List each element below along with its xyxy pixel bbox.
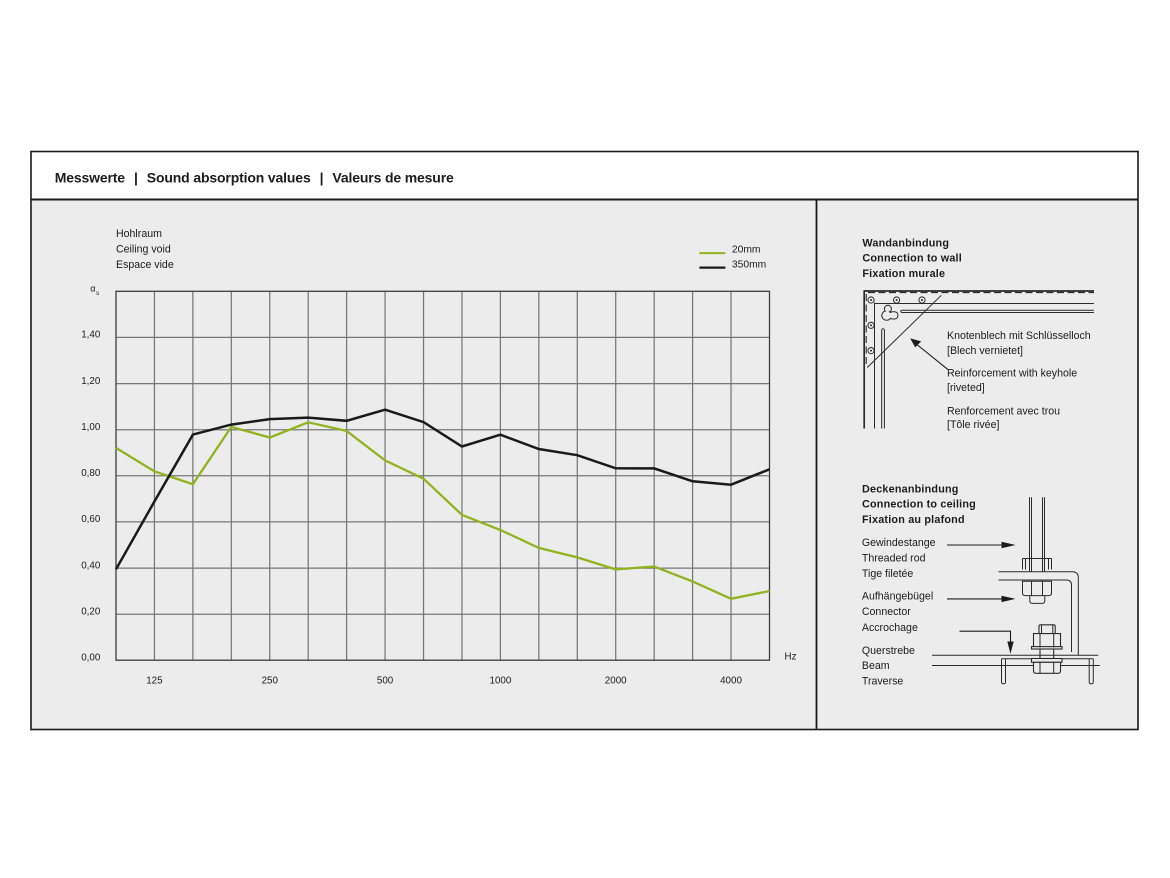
svg-text:Deckenanbindung: Deckenanbindung bbox=[862, 483, 959, 495]
svg-text:125: 125 bbox=[146, 676, 163, 687]
svg-text:4000: 4000 bbox=[720, 676, 742, 687]
svg-text:Renforcement avec trou: Renforcement avec trou bbox=[947, 405, 1060, 417]
svg-text:2000: 2000 bbox=[605, 676, 627, 687]
svg-text:[Tôle rivée]: [Tôle rivée] bbox=[947, 419, 999, 431]
svg-text:Wandanbindung: Wandanbindung bbox=[862, 237, 949, 249]
svg-text:Threaded rod: Threaded rod bbox=[862, 553, 926, 565]
svg-text:Hz: Hz bbox=[785, 652, 797, 663]
svg-text:Tige filetée: Tige filetée bbox=[862, 568, 914, 580]
svg-text:s: s bbox=[96, 290, 100, 297]
svg-text:Connector: Connector bbox=[862, 606, 911, 618]
svg-text:500: 500 bbox=[377, 676, 394, 687]
svg-text:Hohlraum: Hohlraum bbox=[116, 228, 162, 240]
svg-text:Reinforcement with keyhole: Reinforcement with keyhole bbox=[947, 368, 1077, 380]
svg-text:Traverse: Traverse bbox=[862, 676, 904, 688]
svg-text:Messwerte | Sound absorpti: Messwerte | Sound absorption values | Va… bbox=[55, 169, 454, 185]
svg-text:Connection to ceiling: Connection to ceiling bbox=[862, 499, 976, 511]
svg-text:1,00: 1,00 bbox=[81, 422, 101, 433]
svg-text:Fixation au plafond: Fixation au plafond bbox=[862, 514, 965, 526]
svg-text:350mm: 350mm bbox=[732, 259, 766, 270]
svg-text:Beam: Beam bbox=[862, 660, 890, 672]
svg-text:0,60: 0,60 bbox=[81, 514, 101, 525]
svg-text:Gewindestange: Gewindestange bbox=[862, 537, 936, 549]
svg-text:Ceiling void: Ceiling void bbox=[116, 244, 171, 256]
svg-text:0,40: 0,40 bbox=[81, 560, 101, 571]
svg-text:Connection to wall: Connection to wall bbox=[862, 253, 962, 265]
svg-text:Querstrebe: Querstrebe bbox=[862, 645, 915, 657]
svg-text:Espace vide: Espace vide bbox=[116, 259, 174, 271]
svg-text:20mm: 20mm bbox=[732, 245, 761, 256]
svg-text:1,20: 1,20 bbox=[81, 376, 101, 387]
svg-text:0,80: 0,80 bbox=[81, 468, 101, 479]
svg-text:1000: 1000 bbox=[490, 676, 512, 687]
svg-text:Accrochage: Accrochage bbox=[862, 622, 918, 634]
svg-text:250: 250 bbox=[262, 676, 279, 687]
svg-text:Fixation murale: Fixation murale bbox=[862, 268, 945, 280]
svg-text:0,20: 0,20 bbox=[81, 607, 101, 618]
svg-text:Aufhängebügel: Aufhängebügel bbox=[862, 590, 933, 602]
svg-text:0,00: 0,00 bbox=[81, 653, 101, 664]
svg-text:[Blech vernietet]: [Blech vernietet] bbox=[947, 345, 1023, 357]
svg-text:[riveted]: [riveted] bbox=[947, 382, 985, 394]
svg-text:1,40: 1,40 bbox=[81, 330, 101, 341]
svg-text:α: α bbox=[90, 284, 96, 294]
svg-text:Knotenblech mit Schlüsselloch: Knotenblech mit Schlüsselloch bbox=[947, 330, 1091, 342]
